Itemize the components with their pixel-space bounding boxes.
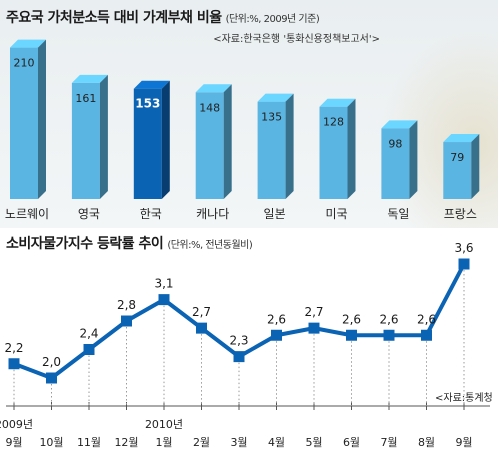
bar-top-face [71, 74, 108, 83]
debt-bar-chart: 210 노르웨이 161 영국 153 한국 148 캐나다 135 일본 128 미국 98 독일 79 프… [5, 39, 480, 221]
data-label: 2,2 [4, 341, 23, 355]
data-label: 2,8 [117, 298, 136, 312]
cpi-chart-unit: (단위:%, 전년동월비) [167, 240, 253, 251]
bar-front-face [381, 128, 410, 199]
x-tick-label: 9월 [5, 436, 22, 449]
cpi-chart-title: 소비자물가지수 등락률 추이 (단위:%, 전년동월비) [6, 236, 253, 252]
data-label: 3,6 [454, 241, 473, 255]
x-tick-label: 5월 [305, 436, 322, 449]
data-point [308, 322, 320, 334]
bar-front-face [133, 88, 162, 199]
bar-front-face [71, 82, 100, 199]
bar-8: 79 [443, 134, 480, 199]
data-label: 2,3 [229, 334, 248, 348]
bar-side-face [409, 120, 418, 199]
data-label: 2,7 [304, 305, 323, 319]
year-label: 2010년 [145, 418, 183, 431]
bar-7: 98 [381, 120, 418, 199]
bar-side-face [285, 93, 294, 199]
x-tick-label: 6월 [343, 436, 360, 449]
bar-6: 128 [319, 98, 356, 199]
bar-front-face [319, 106, 348, 199]
bar-top-face [10, 39, 46, 48]
x-tick-label: 9월 [455, 436, 472, 449]
bar-4: 148 [195, 84, 232, 199]
data-point [458, 258, 470, 270]
bar-value-label: 135 [261, 111, 282, 124]
data-point [383, 329, 395, 341]
bar-3: 153 [133, 80, 170, 199]
cpi-chart-source: <자료:통계청 [435, 393, 493, 404]
bar-front-face [443, 142, 472, 199]
bar-side-face [223, 84, 232, 199]
cpi-chart-panel: 소비자물가지수 등락률 추이 (단위:%, 전년동월비) 9월 10월 11월 12월 1… [0, 228, 498, 458]
x-tick-label: 10월 [39, 436, 63, 449]
data-label: 2,6 [342, 312, 361, 326]
debt-chart-unit: (단위:%, 2009년 기준) [225, 14, 320, 25]
data-point [83, 344, 95, 355]
bar-top-face [257, 93, 294, 102]
data-point [121, 315, 132, 327]
bar-side-face [471, 134, 480, 199]
bar-1: 210 [10, 39, 46, 200]
category-label: 한국 [140, 207, 162, 221]
x-tick-label: 4월 [268, 436, 285, 449]
x-tick-label: 11월 [77, 436, 101, 449]
bar-top-face [319, 98, 356, 107]
data-point [8, 358, 20, 370]
category-label: 영국 [78, 207, 100, 221]
bar-side-face [347, 98, 356, 199]
data-point [421, 329, 432, 341]
data-point [46, 372, 57, 384]
bar-value-label: 98 [388, 137, 402, 150]
x-tick-label: 2월 [193, 436, 210, 449]
bar-value-label: 79 [450, 151, 464, 164]
bar-side-face [99, 74, 108, 199]
data-label: 3,1 [154, 277, 173, 291]
data-point [346, 329, 357, 341]
data-label: 2,4 [79, 327, 98, 341]
bar-front-face [195, 92, 224, 199]
category-label: 미국 [325, 207, 347, 221]
data-label: 2,7 [192, 305, 211, 319]
data-point [158, 294, 170, 306]
bar-top-face [133, 80, 170, 89]
bar-side-face [161, 80, 170, 199]
bar-side-face [38, 39, 46, 200]
bar-5: 135 [257, 93, 294, 199]
bar-value-label: 128 [323, 116, 344, 129]
category-label: 노르웨이 [5, 207, 49, 221]
bar-front-face [10, 47, 38, 200]
household-debt-chart-panel: 주요국 가처분소득 대비 가계부채 비율 (단위:%, 2009년 기준) <자료… [0, 0, 498, 228]
debt-chart-source: <자료:한국은행 '통화신용정책보고서'> [213, 34, 380, 45]
bar-value-label: 210 [14, 57, 35, 70]
bar-value-label: 148 [199, 101, 220, 114]
cpi-line-chart: 9월 10월 11월 12월 1월 2월 3월 4월 5월 6월 7월 8월 9월 2009년 2010년 2… [0, 241, 490, 449]
x-tick-label: 8월 [418, 436, 435, 449]
data-label: 2,6 [379, 312, 398, 326]
x-tick-label: 1월 [155, 436, 172, 449]
x-tick-label: 7월 [380, 436, 397, 449]
category-label: 독일 [387, 207, 409, 221]
category-label: 캐나다 [196, 207, 229, 221]
bar-top-face [195, 84, 232, 93]
data-label: 2,0 [42, 355, 61, 369]
bar-value-label: 153 [135, 97, 160, 111]
data-point [196, 322, 207, 334]
debt-chart-title: 주요국 가처분소득 대비 가계부채 비율 (단위:%, 2009년 기준) [6, 10, 320, 26]
bar-value-label: 161 [75, 92, 96, 105]
data-label: 2,6 [267, 312, 286, 326]
x-tick-label: 12월 [114, 436, 138, 449]
category-label: 프랑스 [444, 207, 477, 221]
data-point [271, 329, 282, 341]
bar-top-face [381, 120, 418, 129]
bar-top-face [443, 134, 480, 143]
x-tick-label: 3월 [230, 436, 247, 449]
data-label: 2,6 [417, 312, 436, 326]
year-label: 2009년 [0, 418, 33, 431]
bar-2: 161 [71, 74, 108, 199]
category-label: 일본 [264, 207, 286, 221]
bar-front-face [257, 101, 286, 199]
data-point [233, 351, 245, 363]
